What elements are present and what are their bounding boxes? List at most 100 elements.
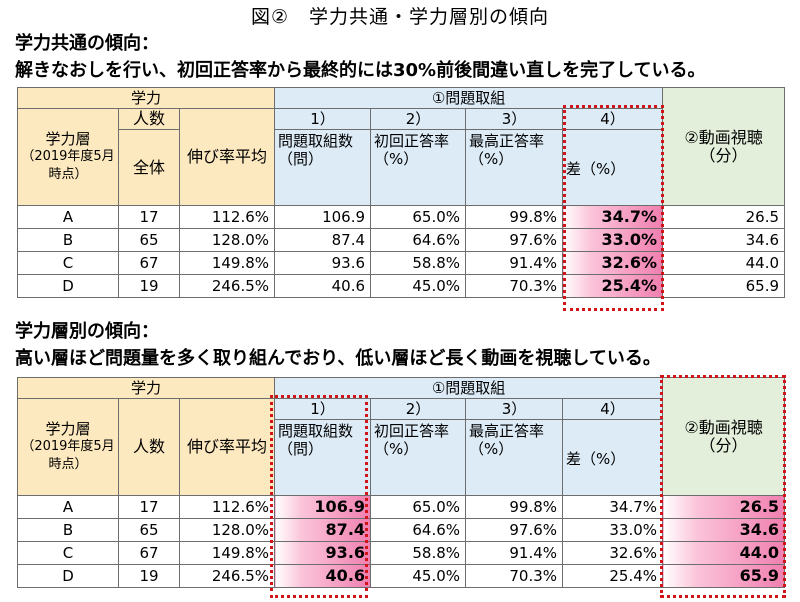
header-col4: 4） — [562, 398, 664, 420]
header-ninzu: 人数 — [118, 108, 180, 130]
cell-growth: 149.8% — [178, 251, 276, 275]
header-col1: 1） — [274, 108, 372, 130]
cell-diff: 25.4% — [562, 274, 664, 298]
cell-count: 67 — [118, 541, 180, 565]
cell-video: 65.9 — [662, 564, 786, 588]
cell-best-rate: 97.6% — [465, 228, 564, 252]
table-level-trend: 学力 ①問題取組 ②動画視聴（分） 学力層 （2019年度5月時点） 人数 伸び… — [16, 377, 786, 588]
header-gakuryoku: 学力 — [16, 377, 276, 399]
header-col4-label: 差（%） — [562, 129, 664, 206]
cell-count: 19 — [118, 564, 180, 588]
cell-level: B — [17, 228, 119, 252]
cell-diff: 34.7% — [562, 205, 664, 229]
cell-problems: 40.6 — [274, 564, 372, 588]
figure-title: 図② 学力共通・学力層別の傾向 — [250, 6, 550, 28]
cell-best-rate: 99.8% — [465, 495, 564, 519]
cell-video: 44.0 — [662, 541, 786, 565]
cell-count: 67 — [118, 251, 180, 275]
cell-level: A — [17, 495, 119, 519]
table-row: D 19 246.5% 40.6 45.0% 70.3% 25.4% 65.9 — [17, 274, 786, 298]
cell-diff: 33.0% — [562, 518, 664, 542]
header-col1: 1） — [274, 398, 372, 420]
section2-subheading: 高い層ほど問題量を多く取り組んでおり、低い層ほど長く動画を視聴している。 — [15, 348, 661, 369]
gakuryokuso-sub: （2019年度5月時点） — [21, 149, 115, 182]
header-col4: 4） — [562, 108, 664, 130]
cell-diff: 33.0% — [562, 228, 664, 252]
cell-first-rate: 58.8% — [370, 251, 467, 275]
cell-problems: 106.9 — [274, 205, 372, 229]
header-gakuryokuso: 学力層 （2019年度5月時点） — [17, 398, 119, 496]
header-col2: 2） — [370, 398, 467, 420]
section2-heading: 学力層別の傾向： — [15, 321, 159, 342]
gakuryokuso-label: 学力層 — [45, 420, 91, 438]
header-col3-label: 最高正答率（%） — [465, 129, 564, 206]
cell-level: C — [17, 251, 119, 275]
cell-diff: 32.6% — [562, 251, 664, 275]
cell-first-rate: 65.0% — [370, 205, 467, 229]
table-row: A 17 112.6% 106.9 65.0% 99.8% 34.7% 26.5 — [17, 495, 786, 519]
cell-level: B — [17, 518, 119, 542]
cell-video: 65.9 — [662, 274, 786, 298]
cell-best-rate: 97.6% — [465, 518, 564, 542]
section1-subheading: 解きなおしを行い、初回正答率から最終的には30%前後間違い直しを完了している。 — [15, 60, 706, 81]
table-row: A 17 112.6% 106.9 65.0% 99.8% 34.7% 26.5 — [17, 205, 786, 229]
cell-best-rate: 91.4% — [465, 251, 564, 275]
cell-first-rate: 64.6% — [370, 518, 467, 542]
cell-growth: 246.5% — [178, 274, 276, 298]
cell-best-rate: 70.3% — [465, 274, 564, 298]
cell-count: 19 — [118, 274, 180, 298]
header-video: ②動画視聴（分） — [662, 87, 786, 206]
header-zentai: 全体 — [118, 129, 180, 206]
header-col2: 2） — [370, 108, 467, 130]
table-row: B 65 128.0% 87.4 64.6% 97.6% 33.0% 34.6 — [17, 518, 786, 542]
cell-first-rate: 45.0% — [370, 564, 467, 588]
header-col2-label: 初回正答率（%） — [370, 419, 467, 496]
cell-first-rate: 64.6% — [370, 228, 467, 252]
header-nobiritsu: 伸び率平均 — [178, 398, 276, 496]
cell-problems: 87.4 — [274, 228, 372, 252]
cell-count: 65 — [118, 518, 180, 542]
cell-problems: 87.4 — [274, 518, 372, 542]
header-col1-label: 問題取組数（問） — [274, 419, 372, 496]
cell-diff: 32.6% — [562, 541, 664, 565]
cell-count: 65 — [118, 228, 180, 252]
cell-growth: 112.6% — [178, 205, 276, 229]
cell-diff: 34.7% — [562, 495, 664, 519]
gakuryokuso-label: 学力層 — [45, 130, 91, 148]
header-video: ②動画視聴（分） — [662, 377, 786, 496]
table-common-trend: 学力 ①問題取組 ②動画視聴（分） 学力層 （2019年度5月時点） 人数 伸び… — [16, 87, 786, 298]
cell-growth: 149.8% — [178, 541, 276, 565]
cell-video: 44.0 — [662, 251, 786, 275]
cell-problems: 93.6 — [274, 251, 372, 275]
header-gakuryoku: 学力 — [16, 87, 276, 109]
header-mondai-torikumi: ①問題取組 — [274, 377, 664, 399]
cell-first-rate: 65.0% — [370, 495, 467, 519]
cell-best-rate: 70.3% — [465, 564, 564, 588]
cell-video: 34.6 — [662, 228, 786, 252]
header-col3-label: 最高正答率（%） — [465, 419, 564, 496]
cell-growth: 128.0% — [178, 228, 276, 252]
cell-best-rate: 91.4% — [465, 541, 564, 565]
cell-first-rate: 45.0% — [370, 274, 467, 298]
cell-video: 26.5 — [662, 205, 786, 229]
cell-problems: 40.6 — [274, 274, 372, 298]
cell-first-rate: 58.8% — [370, 541, 467, 565]
table-row: D 19 246.5% 40.6 45.0% 70.3% 25.4% 65.9 — [17, 564, 786, 588]
table-row: C 67 149.8% 93.6 58.8% 91.4% 32.6% 44.0 — [17, 541, 786, 565]
cell-video: 26.5 — [662, 495, 786, 519]
header-col3: 3） — [465, 108, 564, 130]
header-gakuryokuso: 学力層 （2019年度5月時点） — [17, 108, 119, 206]
header-col4-label: 差（%） — [562, 419, 664, 496]
cell-growth: 112.6% — [178, 495, 276, 519]
data-table: 学力 ①問題取組 ②動画視聴（分） 学力層 （2019年度5月時点） 人数 伸び… — [16, 87, 786, 298]
section1-heading: 学力共通の傾向： — [15, 33, 159, 54]
header-mondai-torikumi: ①問題取組 — [274, 87, 664, 109]
cell-video: 34.6 — [662, 518, 786, 542]
cell-count: 17 — [118, 495, 180, 519]
header-col2-label: 初回正答率（%） — [370, 129, 467, 206]
cell-problems: 106.9 — [274, 495, 372, 519]
cell-problems: 93.6 — [274, 541, 372, 565]
header-ninzu: 人数 — [118, 398, 180, 496]
cell-level: A — [17, 205, 119, 229]
